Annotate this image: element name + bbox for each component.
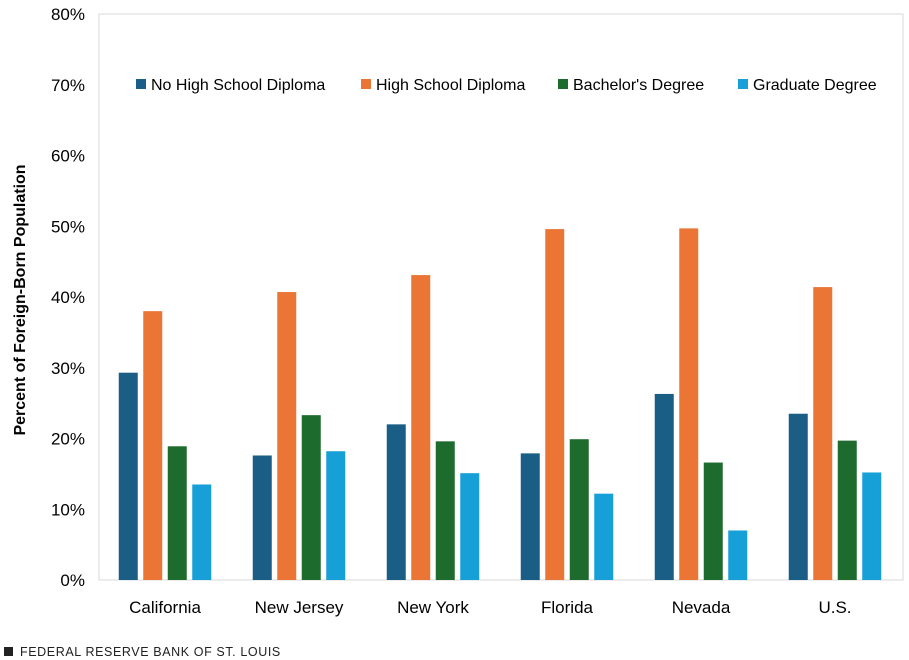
bars [118, 228, 882, 580]
x-tick-label: New York [397, 598, 469, 617]
x-tick-label: Florida [541, 598, 594, 617]
source-label: FEDERAL RESERVE BANK OF ST. LOUIS [20, 645, 281, 659]
bar [386, 424, 406, 580]
bar [118, 372, 138, 580]
bar [728, 530, 748, 580]
bar [545, 229, 565, 580]
square-icon [4, 647, 13, 656]
bar [277, 292, 297, 580]
bar [411, 275, 431, 580]
bar [679, 228, 699, 580]
bar [192, 484, 212, 580]
y-axis-title: Percent of Foreign-Born Population [12, 164, 29, 435]
bar [788, 413, 808, 580]
bar [862, 472, 882, 580]
y-tick-label: 0% [60, 571, 85, 590]
bar [520, 453, 540, 580]
x-tick-label: California [129, 598, 201, 617]
legend-label: Graduate Degree [753, 77, 877, 94]
x-tick-label: New Jersey [255, 598, 344, 617]
source-note: FEDERAL RESERVE BANK OF ST. LOUIS [4, 645, 281, 659]
plot-border [98, 13, 904, 581]
y-tick-label: 80% [51, 5, 85, 24]
bar [654, 393, 674, 580]
legend-entry: No High School Diploma [136, 77, 325, 94]
bar [301, 415, 321, 580]
bar [813, 287, 833, 580]
y-tick-label: 10% [51, 500, 85, 519]
y-tick-label: 50% [51, 217, 85, 236]
legend-entry: Graduate Degree [738, 77, 877, 94]
bar [569, 439, 589, 580]
y-tick-label: 30% [51, 359, 85, 378]
bar [594, 493, 614, 580]
legend-swatch [738, 79, 748, 89]
x-tick-label: Nevada [672, 598, 731, 617]
legend-swatch [361, 79, 371, 89]
bar [167, 446, 187, 580]
y-tick-label: 70% [51, 76, 85, 95]
bar [326, 451, 346, 580]
y-tick-label: 20% [51, 430, 85, 449]
plot-frame [98, 13, 904, 581]
bar [252, 455, 272, 580]
legend-swatch [136, 79, 146, 89]
bar [837, 440, 857, 580]
y-tick-label: 60% [51, 147, 85, 166]
bar [703, 462, 723, 580]
bar [143, 311, 163, 580]
x-tick-label: U.S. [818, 598, 851, 617]
legend-swatch [558, 79, 568, 89]
legend-label: Bachelor's Degree [573, 77, 704, 94]
legend-entry: Bachelor's Degree [558, 77, 704, 94]
x-axis: California New Jersey New York Florida Nevad… [129, 598, 851, 617]
bar [460, 473, 480, 580]
legend-label: No High School Diploma [151, 77, 325, 94]
bar [435, 441, 455, 580]
y-tick-label: 40% [51, 288, 85, 307]
legend: No High School Diploma High School Diplom… [136, 77, 877, 94]
legend-entry: High School Diploma [361, 77, 526, 94]
y-axis: 0% 10% 20% 30% 40% 50% 60% 70% 80% [51, 5, 85, 590]
legend-label: High School Diploma [376, 77, 526, 94]
